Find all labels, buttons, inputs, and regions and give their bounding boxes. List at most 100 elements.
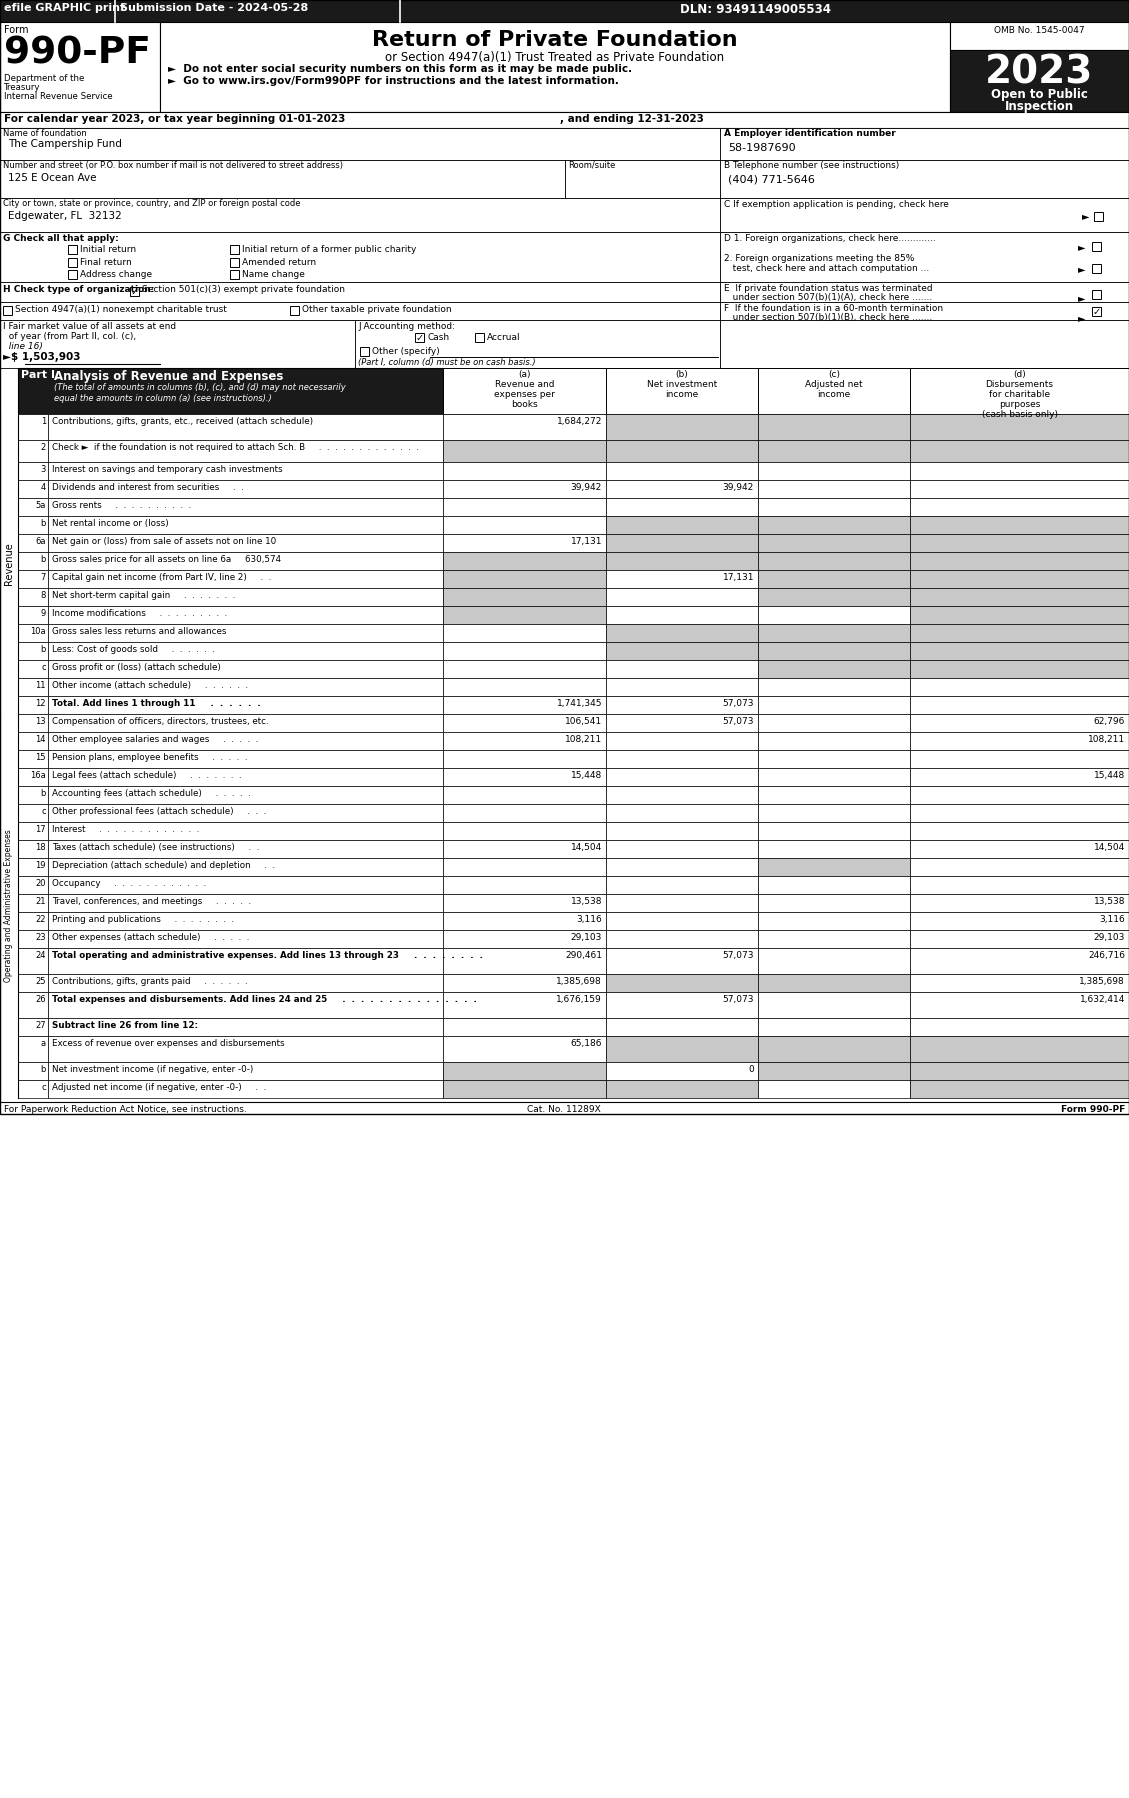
Bar	[49, 840, 443, 858]
Bar	[606, 992, 758, 1018]
Text: 58-1987690: 58-1987690	[728, 144, 796, 153]
Bar	[18, 498, 49, 516]
Text: Cash: Cash	[427, 333, 449, 342]
Bar	[910, 714, 1129, 732]
Text: G Check all that apply:: G Check all that apply:	[3, 234, 119, 243]
Bar	[720, 160, 1129, 198]
Bar	[18, 804, 49, 822]
Bar	[49, 912, 443, 930]
Bar	[49, 858, 443, 876]
Text: I Fair market value of all assets at end: I Fair market value of all assets at end	[3, 322, 176, 331]
Bar	[130, 288, 139, 297]
Text: income: income	[817, 390, 850, 399]
Text: a: a	[41, 1039, 46, 1048]
Bar	[443, 441, 606, 462]
Text: 29,103: 29,103	[1094, 933, 1124, 942]
Text: 27: 27	[35, 1021, 46, 1030]
Bar	[606, 804, 758, 822]
Text: Inspection: Inspection	[1005, 101, 1074, 113]
Bar	[1094, 212, 1103, 221]
Text: 19: 19	[35, 861, 46, 870]
Bar	[606, 480, 758, 498]
Bar	[443, 624, 606, 642]
Text: 39,942: 39,942	[723, 484, 754, 493]
Text: ✓: ✓	[1093, 307, 1101, 318]
Text: 57,073: 57,073	[723, 699, 754, 708]
Bar	[606, 498, 758, 516]
Text: books: books	[511, 399, 537, 408]
Bar	[18, 1018, 49, 1036]
Bar	[443, 714, 606, 732]
Text: 39,942: 39,942	[571, 484, 602, 493]
Text: Edgewater, FL  32132: Edgewater, FL 32132	[8, 210, 122, 221]
Bar	[606, 642, 758, 660]
Bar	[443, 768, 606, 786]
Bar	[443, 369, 606, 414]
Bar	[443, 750, 606, 768]
Bar	[0, 22, 160, 111]
Bar	[910, 786, 1129, 804]
Bar	[910, 840, 1129, 858]
Bar	[443, 414, 606, 441]
Bar	[0, 876, 18, 894]
Text: 108,211: 108,211	[1088, 735, 1124, 744]
Bar	[18, 660, 49, 678]
Text: Form: Form	[5, 25, 28, 34]
Bar	[49, 660, 443, 678]
Bar	[443, 570, 606, 588]
Bar	[910, 750, 1129, 768]
Bar	[68, 270, 77, 279]
Bar	[0, 160, 564, 198]
Text: Capital gain net income (from Part IV, line 2)     .  .: Capital gain net income (from Part IV, l…	[52, 574, 271, 583]
Text: Name change: Name change	[242, 270, 305, 279]
Bar	[443, 1018, 606, 1036]
Text: Taxes (attach schedule) (see instructions)     .  .: Taxes (attach schedule) (see instruction…	[52, 843, 260, 852]
Text: Net short-term capital gain     .  .  .  .  .  .  .: Net short-term capital gain . . . . . . …	[52, 592, 235, 601]
Bar	[910, 624, 1129, 642]
Text: Depreciation (attach schedule) and depletion     .  .: Depreciation (attach schedule) and deple…	[52, 861, 275, 870]
Text: 1,385,698: 1,385,698	[1079, 976, 1124, 985]
Bar	[0, 912, 18, 930]
Text: income: income	[665, 390, 699, 399]
Bar	[443, 840, 606, 858]
Bar	[606, 786, 758, 804]
Text: 5a: 5a	[36, 502, 46, 511]
Bar	[758, 498, 910, 516]
Text: 17: 17	[35, 825, 46, 834]
Bar	[606, 894, 758, 912]
Text: 11: 11	[35, 681, 46, 690]
Bar	[18, 570, 49, 588]
Bar	[18, 480, 49, 498]
Bar	[910, 696, 1129, 714]
Bar	[18, 642, 49, 660]
Bar	[606, 948, 758, 975]
Bar	[443, 516, 606, 534]
Text: For calendar year 2023, or tax year beginning 01-01-2023: For calendar year 2023, or tax year begi…	[5, 113, 345, 124]
Text: c: c	[42, 663, 46, 672]
Bar	[720, 320, 1129, 369]
Bar	[443, 1036, 606, 1063]
Bar	[18, 624, 49, 642]
Text: Section 4947(a)(1) nonexempt charitable trust: Section 4947(a)(1) nonexempt charitable …	[15, 306, 227, 315]
Text: 14,504: 14,504	[571, 843, 602, 852]
Bar	[0, 948, 18, 975]
Text: 18: 18	[35, 843, 46, 852]
Bar	[720, 282, 1129, 302]
Text: Revenue: Revenue	[5, 543, 14, 586]
Bar	[49, 462, 443, 480]
Text: A Employer identification number: A Employer identification number	[724, 129, 895, 138]
Bar	[18, 1081, 49, 1099]
Text: 3,116: 3,116	[1100, 915, 1124, 924]
Bar	[949, 50, 1129, 111]
Bar	[758, 570, 910, 588]
Bar	[758, 516, 910, 534]
Text: Treasury: Treasury	[5, 83, 41, 92]
Text: Adjusted net income (if negative, enter -0-)     .  .: Adjusted net income (if negative, enter …	[52, 1082, 266, 1091]
Bar	[910, 678, 1129, 696]
Bar	[0, 606, 18, 624]
Bar	[758, 894, 910, 912]
Text: for charitable: for charitable	[989, 390, 1050, 399]
Bar	[758, 930, 910, 948]
Bar	[0, 858, 18, 876]
Text: ✓: ✓	[415, 333, 423, 343]
